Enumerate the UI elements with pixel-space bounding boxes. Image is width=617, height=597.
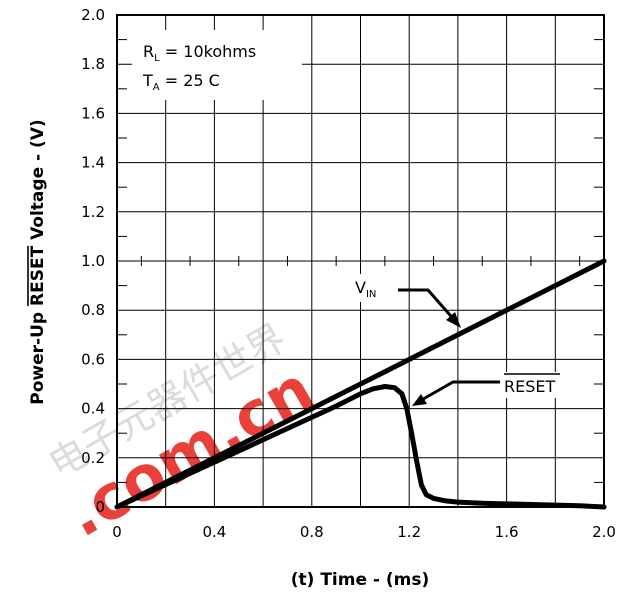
x-axis-title: (t) Time - (ms) — [291, 570, 430, 590]
condition-ta: TA = 25 C — [142, 71, 220, 93]
condition-ta-sub: A — [153, 82, 160, 93]
reset-leader-line — [417, 380, 500, 404]
series-group — [114, 258, 607, 510]
condition-ta-rest: = 25 C — [160, 71, 220, 90]
y-tick-label: 2.0 — [81, 6, 105, 24]
y-axis-title-suffix: Voltage - (V) — [28, 119, 48, 246]
y-tick-label: 1.0 — [81, 252, 105, 270]
conditions-box-bg — [132, 30, 302, 100]
y-tick-label: 0.8 — [81, 301, 105, 319]
plot-frame — [116, 14, 605, 508]
grid — [117, 15, 604, 507]
vin-label-bg — [350, 274, 395, 302]
y-tick-label: 0.2 — [81, 449, 105, 467]
x-tick-label: 2.0 — [592, 523, 616, 541]
y-tick-labels: 0 0.2 0.4 0.6 0.8 1.0 1.2 1.4 1.6 1.8 2.0 — [81, 6, 105, 516]
condition-ta-main: T — [142, 71, 153, 90]
vin-label: VIN — [355, 278, 376, 300]
y-tick-label: 1.2 — [81, 203, 105, 221]
condition-rl-sub: L — [154, 53, 160, 64]
x-tick-label: 0.8 — [300, 523, 324, 541]
vin-label-sub: IN — [366, 289, 376, 300]
y-tick-label: 0.4 — [81, 400, 105, 418]
y-tick-label: 0.6 — [81, 350, 105, 368]
x-tick-label: 1.6 — [495, 523, 519, 541]
x-tick-label: 1.2 — [397, 523, 421, 541]
y-tick-label: 1.6 — [81, 104, 105, 122]
reset-leader-arrowhead — [412, 394, 427, 406]
y-tick-label: 1.4 — [81, 154, 105, 172]
tick-marks — [117, 39, 604, 483]
conditions-box: RL = 10kohms TA = 25 C — [132, 30, 302, 100]
x-tick-label: 0 — [112, 523, 122, 541]
reset-annotation: RESET — [412, 372, 562, 406]
series-line-vin — [114, 258, 607, 510]
reset-label: RESET — [504, 377, 555, 396]
condition-rl: RL = 10kohms — [143, 42, 256, 64]
x-tick-labels: 0 0.4 0.8 1.2 1.6 2.0 — [112, 523, 616, 541]
y-axis-title: Power-Up RESET Voltage - (V) — [28, 119, 48, 404]
x-tick-label: 0.4 — [202, 523, 226, 541]
condition-rl-rest: = 10kohms — [160, 42, 256, 61]
condition-rl-main: R — [143, 42, 154, 61]
y-tick-label: 1.8 — [81, 55, 105, 73]
vin-leader-line — [398, 288, 459, 324]
reset-label-bg — [500, 372, 562, 398]
vin-leader-arrowhead — [446, 312, 461, 328]
y-tick-label: 0 — [95, 498, 105, 516]
y-axis-title-overlined: RESET — [28, 245, 48, 306]
vin-label-main: V — [355, 278, 366, 297]
series-line-reset — [114, 384, 607, 510]
vin-annotation: VIN — [350, 274, 461, 328]
y-axis-title-prefix: Power-Up — [28, 306, 48, 405]
